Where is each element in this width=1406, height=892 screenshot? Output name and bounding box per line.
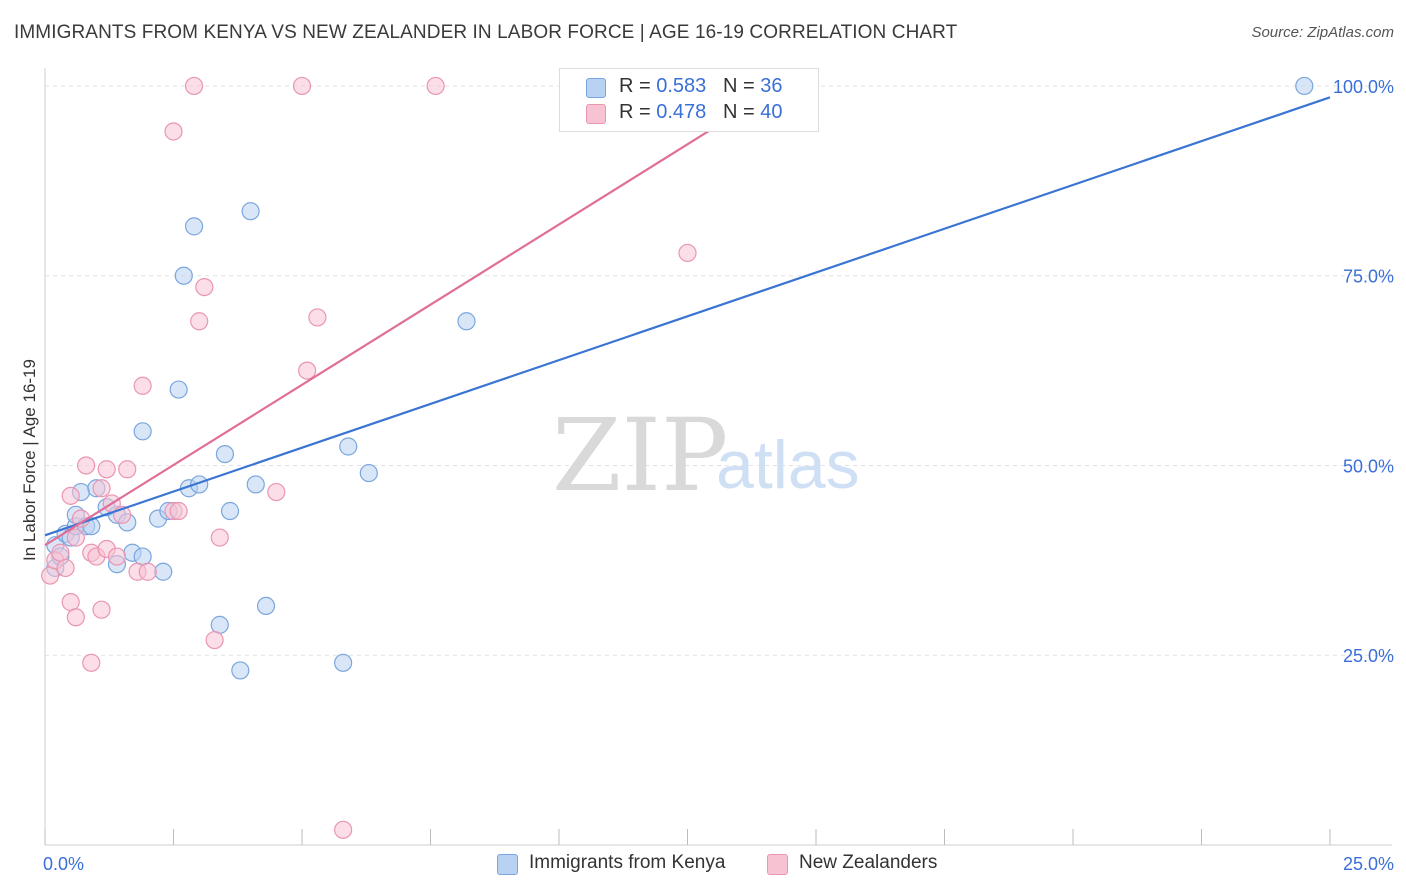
gridlines xyxy=(45,85,1392,656)
kenya-point xyxy=(457,312,476,331)
source-label: Source: ZipAtlas.com xyxy=(1251,24,1394,41)
new-zealanders-point xyxy=(210,528,229,547)
watermark-atlas-text: atlas xyxy=(716,427,860,503)
x-tick-label: 0.0% xyxy=(43,854,84,874)
new-zealanders-point xyxy=(267,482,286,502)
new-zealanders-point xyxy=(107,547,127,566)
new-zealanders-point xyxy=(77,456,96,475)
watermark: ZIP atlas xyxy=(552,397,860,514)
r-value: 0.478 xyxy=(656,101,707,123)
legend-label: Immigrants from Kenya xyxy=(529,852,726,873)
new-zealanders-point xyxy=(426,76,445,96)
kenya-point xyxy=(169,380,188,399)
new-zealanders-swatch-icon xyxy=(586,104,606,124)
n-label: N = xyxy=(722,75,761,97)
new-zealanders-point xyxy=(308,308,327,327)
chart-title: IMMIGRANTS FROM KENYA VS NEW ZEALANDER I… xyxy=(14,22,958,43)
kenya-point xyxy=(1295,76,1314,96)
new-zealanders-point xyxy=(678,243,697,263)
kenya-point xyxy=(334,653,353,672)
new-zealanders-point xyxy=(97,460,116,479)
new-zealanders-point xyxy=(61,593,80,612)
n-value: 40 xyxy=(760,101,783,123)
new-zealanders-point xyxy=(164,122,183,141)
new-zealanders-point xyxy=(205,630,224,650)
legend-label: New Zealanders xyxy=(799,852,938,873)
new-zealanders-point xyxy=(169,501,188,521)
y-tick-label: 25.0% xyxy=(1343,646,1394,666)
kenya-point xyxy=(210,615,229,634)
tick-labels: 25.0% 50.0% 75.0% 100.0% 0.0% 25.0% xyxy=(43,77,1394,874)
series-new-zealanders-points xyxy=(41,76,697,839)
kenya-point xyxy=(133,422,152,441)
new-zealanders-point xyxy=(51,543,70,562)
n-label: N = xyxy=(722,101,761,123)
new-zealanders-point xyxy=(292,76,312,96)
new-zealanders-point xyxy=(138,562,157,581)
new-zealanders-point xyxy=(92,600,111,619)
new-zealanders-point xyxy=(61,486,80,505)
kenya-point xyxy=(174,266,193,285)
new-zealanders-legend-swatch-icon xyxy=(767,854,788,875)
new-zealanders-point xyxy=(184,76,204,96)
new-zealanders-point xyxy=(41,566,60,585)
y-tick-label: 75.0% xyxy=(1343,267,1394,287)
kenya-point xyxy=(215,444,234,464)
kenya-point xyxy=(246,475,265,494)
new-zealanders-point xyxy=(118,460,137,479)
y-axis-label: In Labor Force | Age 16-19 xyxy=(20,359,39,561)
kenya-legend-swatch-icon xyxy=(497,854,518,875)
kenya-point xyxy=(220,501,240,521)
watermark-zip-text: ZIP xyxy=(552,397,728,514)
kenya-point xyxy=(256,596,276,616)
new-zealanders-point xyxy=(56,558,75,578)
new-zealanders-point xyxy=(334,820,353,839)
kenya-point xyxy=(184,217,204,236)
new-zealanders-point xyxy=(92,479,111,498)
axes xyxy=(44,68,1392,846)
r-label: R = xyxy=(619,101,657,123)
new-zealanders-point xyxy=(298,361,317,380)
kenya-point xyxy=(241,202,260,221)
r-label: R = xyxy=(619,75,657,97)
trendlines xyxy=(44,88,1331,547)
kenya-point xyxy=(154,562,173,581)
x-tick-label: 25.0% xyxy=(1343,854,1394,874)
kenya-swatch-icon xyxy=(586,78,606,98)
new-zealanders-point xyxy=(82,653,101,672)
kenya-point xyxy=(359,463,378,483)
kenya-point xyxy=(133,547,152,566)
y-tick-label: 100.0% xyxy=(1333,77,1394,97)
n-value: 36 xyxy=(760,75,783,97)
y-tick-label: 50.0% xyxy=(1343,456,1394,476)
r-value: 0.583 xyxy=(656,75,707,97)
new-zealanders-point xyxy=(66,528,85,547)
stats-box: R = 0.583 N = 36 R = 0.478 N = 40 xyxy=(559,68,819,132)
kenya-trendline xyxy=(44,96,1331,537)
kenya-point xyxy=(339,437,358,456)
new-zealanders-point xyxy=(190,312,209,331)
new-zealanders-point xyxy=(66,608,85,627)
new-zealanders-point xyxy=(133,376,152,395)
kenya-point xyxy=(231,661,250,680)
new-zealanders-trendline xyxy=(44,88,776,547)
new-zealanders-point xyxy=(195,278,214,297)
